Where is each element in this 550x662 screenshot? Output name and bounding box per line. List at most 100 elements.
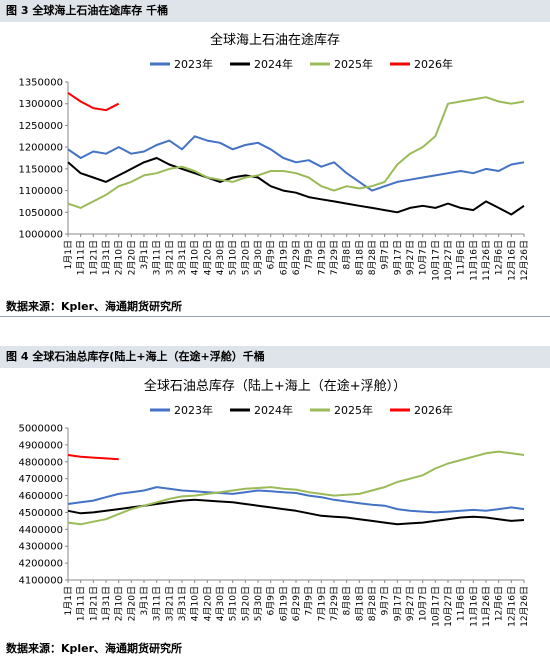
series-line-2025年 bbox=[67, 450, 525, 526]
y-tick-label: 4600000 bbox=[18, 491, 63, 502]
x-tick-label: 5月30日 bbox=[253, 586, 264, 621]
x-tick-label: 2月10日 bbox=[114, 240, 125, 275]
chart-inventory-at-sea: 全球海上石油在途库存 2023年 2024年 2025年 2026年 1000000 105… bbox=[18, 32, 530, 281]
x-tick-label: 3月1日 bbox=[139, 240, 150, 269]
x-tick-label: 1月11日 bbox=[76, 240, 87, 275]
series-line-2024年 bbox=[67, 157, 525, 216]
x-tick-label: 12月6日 bbox=[494, 586, 505, 621]
x-tick-label: 11月26日 bbox=[481, 586, 492, 627]
x-tick-label: 9月17日 bbox=[392, 586, 403, 621]
x-tick-label: 10月7日 bbox=[418, 240, 429, 275]
x-tick-label: 6月29日 bbox=[291, 240, 302, 275]
legend-label-2024年: 2024年 bbox=[254, 57, 293, 71]
series-line-2025年 bbox=[67, 96, 525, 209]
x-tick-label: 10月17日 bbox=[430, 586, 441, 627]
series-line-2026年 bbox=[67, 454, 119, 461]
figure-4-header: 图 4 全球石油总库存(陆上+海上（在途+浮舱）千桶 bbox=[0, 346, 550, 368]
y-tick-label: 5000000 bbox=[18, 424, 63, 435]
figure-3-header: 图 3 全球海上石油在途库存 千桶 bbox=[0, 0, 550, 22]
chart-total-inventory: 全球石油总库存（陆上+海上（在途+浮舱）） 2023年 2024年 2025年 2026… bbox=[18, 378, 530, 627]
y-tick-label: 4100000 bbox=[18, 576, 63, 587]
legend-label-2025年: 2025年 bbox=[334, 403, 373, 417]
x-tick-label: 11月26日 bbox=[481, 240, 492, 281]
y-tick-label: 4500000 bbox=[18, 508, 63, 519]
x-tick-label: 9月27日 bbox=[405, 240, 416, 275]
x-tick-label: 12月26日 bbox=[519, 240, 530, 281]
x-tick-label: 1月1日 bbox=[63, 240, 74, 269]
x-tick-label: 11月6日 bbox=[456, 586, 467, 621]
x-tick-label: 8月28日 bbox=[367, 586, 378, 621]
x-tick-label: 8月8日 bbox=[342, 240, 353, 269]
x-tick-label: 12月16日 bbox=[506, 240, 517, 281]
x-tick-label: 11月16日 bbox=[468, 586, 479, 627]
x-tick-label: 3月11日 bbox=[152, 240, 163, 275]
x-tick-label: 4月20日 bbox=[202, 240, 213, 275]
chart-title: 全球海上石油在途库存 bbox=[210, 32, 340, 48]
x-tick-label: 7月9日 bbox=[304, 586, 315, 615]
x-tick-label: 3月1日 bbox=[139, 586, 150, 615]
x-tick-label: 9月27日 bbox=[405, 586, 416, 621]
series-line-2023年 bbox=[67, 486, 525, 514]
x-tick-label: 9月7日 bbox=[380, 586, 391, 615]
x-tick-label: 3月21日 bbox=[164, 586, 175, 621]
x-tick-label: 1月1日 bbox=[63, 586, 74, 615]
chart-title: 全球石油总库存（陆上+海上（在途+浮舱）） bbox=[144, 378, 406, 394]
x-tick-label: 8月18日 bbox=[354, 586, 365, 621]
x-tick-label: 7月29日 bbox=[329, 240, 340, 275]
legend: 2023年 2024年 2025年 2026年 bbox=[150, 57, 453, 71]
x-tick-label: 4月10日 bbox=[190, 586, 201, 621]
y-tick-label: 1250000 bbox=[18, 121, 63, 132]
x-tick-label: 5月10日 bbox=[228, 586, 239, 621]
legend: 2023年 2024年 2025年 2026年 bbox=[150, 403, 453, 417]
x-tick-label: 3月31日 bbox=[177, 240, 188, 275]
x-tick-label: 12月6日 bbox=[494, 240, 505, 275]
y-tick-label: 4900000 bbox=[18, 440, 63, 451]
y-tick-label: 1050000 bbox=[18, 208, 63, 219]
x-tick-label: 8月18日 bbox=[354, 240, 365, 275]
y-tick-label: 4300000 bbox=[18, 542, 63, 553]
y-tick-label: 1350000 bbox=[18, 78, 63, 89]
x-tick-label: 1月21日 bbox=[88, 586, 99, 621]
legend-label-2024年: 2024年 bbox=[254, 403, 293, 417]
x-tick-label: 8月8日 bbox=[342, 586, 353, 615]
x-tick-label: 6月19日 bbox=[278, 240, 289, 275]
x-tick-label: 1月11日 bbox=[76, 586, 87, 621]
legend-label-2023年: 2023年 bbox=[174, 57, 213, 71]
x-tick-label: 7月19日 bbox=[316, 586, 327, 621]
x-tick-label: 3月21日 bbox=[164, 240, 175, 275]
x-tick-label: 2月10日 bbox=[114, 586, 125, 621]
x-tick-label: 12月16日 bbox=[506, 586, 517, 627]
y-tick-label: 1300000 bbox=[18, 99, 63, 110]
y-tick-label: 1150000 bbox=[18, 164, 63, 175]
x-tick-label: 4月30日 bbox=[215, 240, 226, 275]
figure-3-source: 数据来源：Kpler、海通期货研究所 bbox=[6, 300, 183, 313]
x-tick-label: 9月17日 bbox=[392, 240, 403, 275]
y-tick-label: 4400000 bbox=[18, 525, 63, 536]
x-tick-label: 5月20日 bbox=[240, 240, 251, 275]
y-tick-label: 1000000 bbox=[18, 230, 63, 241]
y-tick-label: 4700000 bbox=[18, 474, 63, 485]
x-tick-label: 11月6日 bbox=[456, 240, 467, 275]
x-tick-label: 2月20日 bbox=[126, 586, 137, 621]
x-tick-label: 6月9日 bbox=[266, 240, 277, 269]
x-tick-label: 5月30日 bbox=[253, 240, 264, 275]
x-tick-label: 6月29日 bbox=[291, 586, 302, 621]
x-tick-label: 4月10日 bbox=[190, 240, 201, 275]
divider bbox=[0, 316, 550, 317]
x-tick-label: 3月31日 bbox=[177, 586, 188, 621]
x-tick-label: 2月20日 bbox=[126, 240, 137, 275]
x-tick-label: 10月27日 bbox=[443, 240, 454, 281]
legend-label-2026年: 2026年 bbox=[414, 57, 453, 71]
y-tick-label: 4200000 bbox=[18, 559, 63, 570]
x-tick-label: 3月11日 bbox=[152, 586, 163, 621]
x-tick-label: 1月31日 bbox=[101, 586, 112, 621]
x-tick-label: 8月28日 bbox=[367, 240, 378, 275]
x-tick-label: 10月7日 bbox=[418, 586, 429, 621]
legend-label-2025年: 2025年 bbox=[334, 57, 373, 71]
y-tick-label: 1200000 bbox=[18, 143, 63, 154]
figure-4-source: 数据来源：Kpler、海通期货研究所 bbox=[6, 642, 183, 655]
legend-label-2023年: 2023年 bbox=[174, 403, 213, 417]
y-tick-label: 4800000 bbox=[18, 457, 63, 468]
x-tick-label: 10月27日 bbox=[443, 586, 454, 627]
x-tick-label: 9月7日 bbox=[380, 240, 391, 269]
